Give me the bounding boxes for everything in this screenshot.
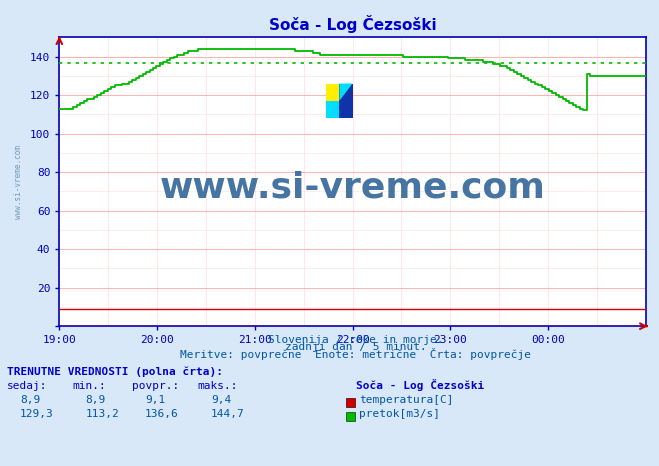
- Text: temperatura[C]: temperatura[C]: [359, 395, 453, 405]
- Polygon shape: [339, 83, 353, 118]
- Text: www.si-vreme.com: www.si-vreme.com: [159, 171, 546, 205]
- Bar: [326, 101, 339, 118]
- Text: Slovenija / reke in morje.: Slovenija / reke in morje.: [268, 335, 444, 344]
- Text: 129,3: 129,3: [20, 409, 53, 419]
- Text: 8,9: 8,9: [20, 395, 40, 405]
- Text: 136,6: 136,6: [145, 409, 179, 419]
- Text: maks.:: maks.:: [198, 381, 238, 391]
- Polygon shape: [339, 83, 353, 101]
- Bar: [326, 83, 339, 101]
- Text: 113,2: 113,2: [86, 409, 119, 419]
- Text: min.:: min.:: [72, 381, 106, 391]
- Text: povpr.:: povpr.:: [132, 381, 179, 391]
- Text: 8,9: 8,9: [86, 395, 106, 405]
- Text: TRENUTNE VREDNOSTI (polna črta):: TRENUTNE VREDNOSTI (polna črta):: [7, 367, 223, 377]
- Text: pretok[m3/s]: pretok[m3/s]: [359, 409, 440, 419]
- Text: 9,4: 9,4: [211, 395, 231, 405]
- Text: Meritve: povprečne  Enote: metrične  Črta: povprečje: Meritve: povprečne Enote: metrične Črta:…: [181, 349, 531, 360]
- Title: Soča - Log Čezsoški: Soča - Log Čezsoški: [269, 15, 436, 34]
- Text: www.si-vreme.com: www.si-vreme.com: [14, 145, 23, 219]
- Text: 9,1: 9,1: [145, 395, 165, 405]
- Text: Soča - Log Čezsоški: Soča - Log Čezsоški: [356, 379, 484, 391]
- Text: 144,7: 144,7: [211, 409, 244, 419]
- Text: sedaj:: sedaj:: [7, 381, 47, 391]
- Text: zadnji dan / 5 minut.: zadnji dan / 5 minut.: [285, 343, 427, 352]
